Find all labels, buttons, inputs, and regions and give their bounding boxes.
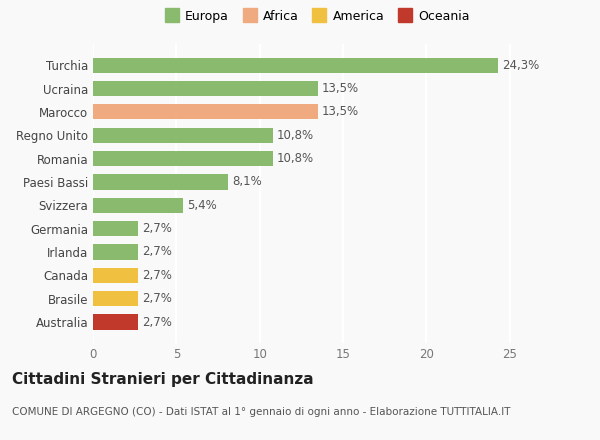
Text: 24,3%: 24,3% [502,59,539,72]
Text: 13,5%: 13,5% [322,106,359,118]
Bar [93,221,138,236]
Text: COMUNE DI ARGEGNO (CO) - Dati ISTAT al 1° gennaio di ogni anno - Elaborazione TU: COMUNE DI ARGEGNO (CO) - Dati ISTAT al 1… [12,407,511,417]
Bar [93,244,138,260]
Text: Cittadini Stranieri per Cittadinanza: Cittadini Stranieri per Cittadinanza [12,372,314,387]
Bar [93,315,138,330]
Bar [93,58,498,73]
Bar [93,291,138,306]
Legend: Europa, Africa, America, Oceania: Europa, Africa, America, Oceania [164,8,472,26]
Text: 2,7%: 2,7% [142,222,172,235]
Text: 13,5%: 13,5% [322,82,359,95]
Text: 8,1%: 8,1% [232,176,262,188]
Text: 10,8%: 10,8% [277,152,314,165]
Text: 2,7%: 2,7% [142,246,172,258]
Bar [93,268,138,283]
Text: 2,7%: 2,7% [142,292,172,305]
Text: 5,4%: 5,4% [187,199,217,212]
Bar [93,104,318,120]
Bar [93,81,318,96]
Bar [93,151,273,166]
Text: 10,8%: 10,8% [277,129,314,142]
Bar [93,174,228,190]
Bar [93,128,273,143]
Text: 2,7%: 2,7% [142,269,172,282]
Text: 2,7%: 2,7% [142,315,172,329]
Bar [93,198,183,213]
